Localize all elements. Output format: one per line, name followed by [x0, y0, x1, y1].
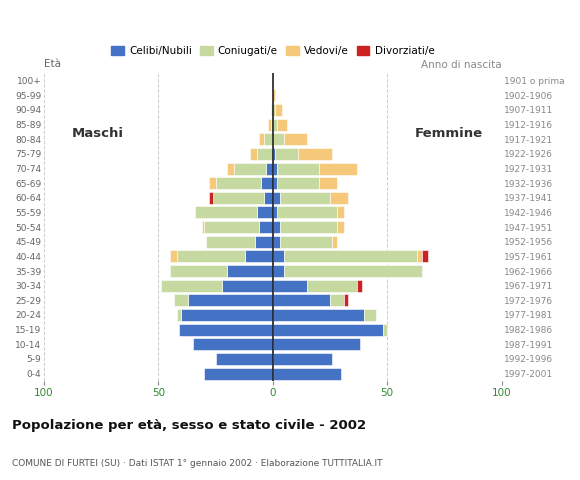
Bar [245, 251, 273, 263]
Bar [270, 119, 273, 131]
Bar [227, 265, 273, 277]
Bar [298, 148, 332, 160]
Bar [273, 236, 280, 248]
Bar [337, 206, 344, 218]
Bar [188, 294, 273, 306]
Bar [332, 236, 337, 248]
Bar [257, 206, 273, 218]
Bar [177, 309, 182, 321]
Bar [383, 324, 387, 336]
Legend: Celibi/Nubili, Coniugati/e, Vedovi/e, Divorziati/e: Celibi/Nubili, Coniugati/e, Vedovi/e, Di… [107, 42, 438, 60]
Bar [273, 353, 332, 365]
Bar [337, 221, 344, 233]
Bar [202, 221, 204, 233]
Bar [209, 177, 216, 189]
Bar [318, 177, 337, 189]
Bar [259, 221, 273, 233]
Bar [307, 280, 357, 292]
Bar [257, 148, 273, 160]
Bar [209, 192, 213, 204]
Bar [330, 294, 344, 306]
Bar [273, 338, 360, 350]
Bar [204, 221, 259, 233]
Bar [344, 294, 349, 306]
Bar [273, 221, 280, 233]
Bar [177, 251, 245, 263]
Bar [273, 368, 342, 380]
Bar [275, 104, 282, 116]
Bar [264, 192, 273, 204]
Bar [284, 265, 422, 277]
Bar [273, 294, 330, 306]
Bar [234, 163, 266, 175]
Bar [193, 338, 273, 350]
Bar [273, 265, 284, 277]
Bar [273, 192, 280, 204]
Text: Età: Età [44, 59, 61, 69]
Bar [250, 148, 257, 160]
Bar [170, 265, 227, 277]
Bar [280, 236, 332, 248]
Bar [273, 119, 277, 131]
Bar [213, 192, 264, 204]
Text: Maschi: Maschi [71, 127, 124, 140]
Bar [170, 251, 177, 263]
Bar [273, 89, 275, 101]
Bar [277, 177, 318, 189]
Bar [275, 148, 298, 160]
Bar [223, 280, 273, 292]
Bar [273, 324, 383, 336]
Bar [216, 353, 273, 365]
Bar [255, 236, 273, 248]
Text: Femmine: Femmine [415, 127, 483, 140]
Bar [357, 280, 362, 292]
Bar [273, 163, 277, 175]
Bar [273, 280, 307, 292]
Bar [195, 206, 257, 218]
Bar [179, 324, 273, 336]
Bar [284, 133, 307, 145]
Bar [280, 192, 330, 204]
Bar [273, 148, 275, 160]
Bar [262, 177, 273, 189]
Bar [216, 177, 262, 189]
Bar [264, 133, 273, 145]
Bar [259, 133, 264, 145]
Text: Popolazione per età, sesso e stato civile - 2002: Popolazione per età, sesso e stato civil… [12, 419, 366, 432]
Bar [204, 368, 273, 380]
Bar [284, 251, 417, 263]
Bar [273, 251, 284, 263]
Bar [277, 206, 337, 218]
Bar [206, 236, 255, 248]
Bar [273, 177, 277, 189]
Bar [273, 206, 277, 218]
Text: COMUNE DI FURTEI (SU) · Dati ISTAT 1° gennaio 2002 · Elaborazione TUTTITALIA.IT: COMUNE DI FURTEI (SU) · Dati ISTAT 1° ge… [12, 459, 382, 468]
Bar [268, 119, 270, 131]
Bar [417, 251, 422, 263]
Bar [277, 163, 318, 175]
Bar [161, 280, 223, 292]
Bar [266, 163, 273, 175]
Bar [182, 309, 273, 321]
Bar [273, 104, 275, 116]
Bar [227, 163, 234, 175]
Bar [318, 163, 357, 175]
Bar [330, 192, 349, 204]
Bar [280, 221, 337, 233]
Bar [277, 119, 287, 131]
Bar [273, 133, 284, 145]
Bar [364, 309, 376, 321]
Bar [273, 309, 364, 321]
Bar [422, 251, 429, 263]
Text: Anno di nascita: Anno di nascita [421, 60, 502, 70]
Bar [175, 294, 188, 306]
Bar [270, 104, 273, 116]
